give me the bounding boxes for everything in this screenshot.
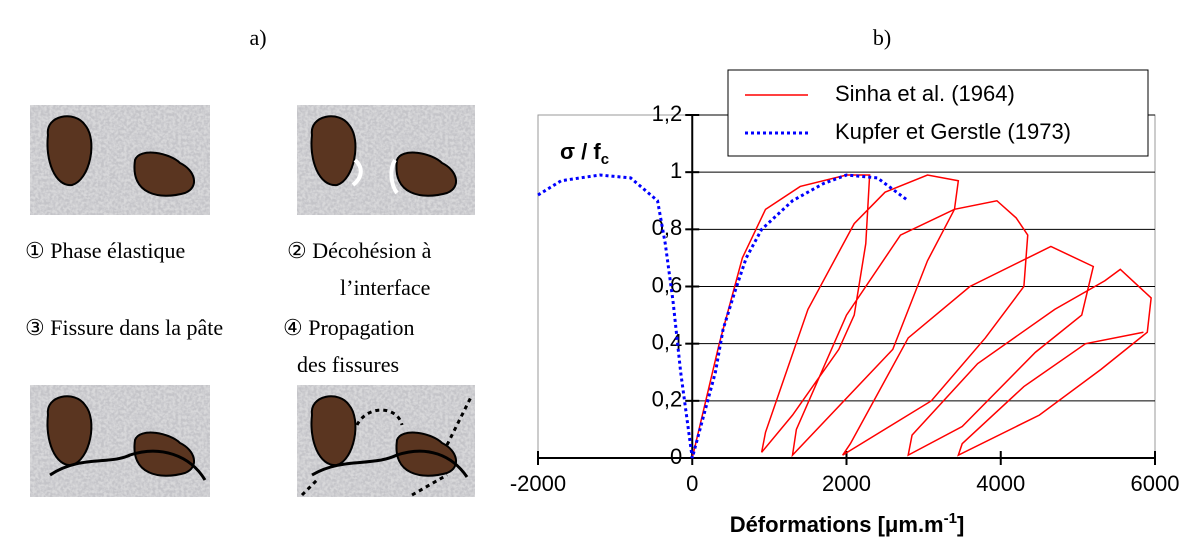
y-tick-label: 0,2	[652, 387, 683, 412]
y-label-sub: c	[601, 151, 609, 168]
x-tick-label: -2000	[510, 471, 566, 496]
y-tick-label: 0,6	[652, 272, 683, 297]
x-tick-label: 6000	[1131, 471, 1180, 496]
y-tick-label: 1,2	[652, 101, 683, 126]
y-label-text: σ / f	[560, 139, 601, 164]
caption: des fissures	[297, 352, 399, 377]
caption: ① Phase élastique	[25, 238, 185, 263]
y-tick-label: 0,8	[652, 215, 683, 240]
x-tick-label: 4000	[976, 471, 1025, 496]
caption: ④ Propagation	[283, 315, 415, 340]
micrographs	[30, 105, 475, 497]
y-tick-label: 0	[670, 444, 682, 469]
x-label-text: Déformations [μm.m	[730, 512, 944, 537]
caption: l’interface	[340, 275, 430, 300]
x-label-end: ]	[957, 512, 964, 537]
y-tick-label: 1	[670, 158, 682, 183]
legend	[727, 69, 1149, 157]
x-axis-label: Déformations [μm.m-1]	[730, 510, 965, 537]
caption: ② Décohésion à	[287, 238, 432, 263]
legend-label: Sinha et al. (1964)	[835, 81, 1015, 106]
x-tick-label: 2000	[822, 471, 871, 496]
legend-label: Kupfer et Gerstle (1973)	[835, 119, 1071, 144]
x-label-sup: -1	[944, 510, 957, 527]
series-line	[691, 174, 1152, 459]
panel-label: a)	[249, 25, 266, 50]
series-line	[537, 173, 910, 459]
caption: ③ Fissure dans la pâte	[25, 315, 223, 340]
panel-label: b)	[873, 25, 891, 50]
y-axis-label: σ / fc	[560, 139, 609, 168]
x-tick-label: 0	[686, 471, 698, 496]
